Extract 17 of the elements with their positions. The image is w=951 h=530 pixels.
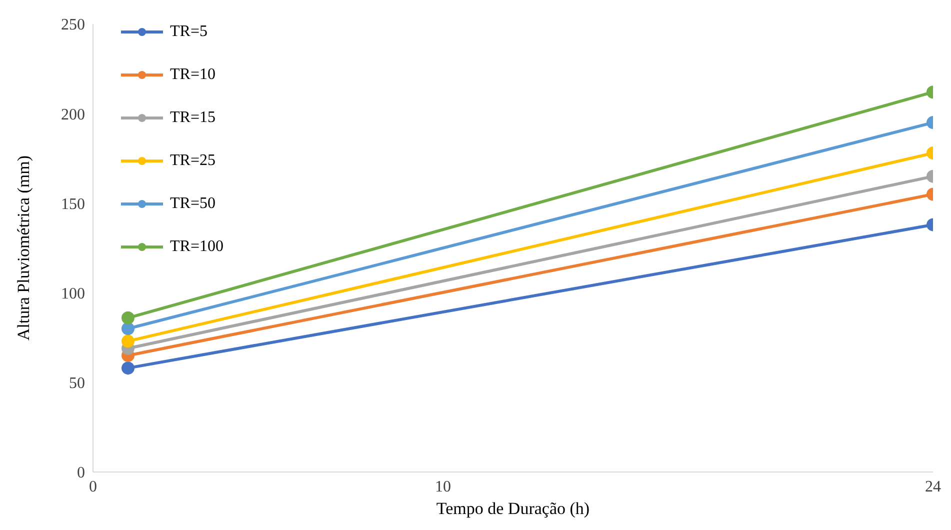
legend-label: TR=15 xyxy=(170,108,216,126)
x-tick-label: 10 xyxy=(435,478,451,496)
y-tick-label: 100 xyxy=(61,285,85,302)
legend-label: TR=100 xyxy=(170,238,224,256)
y-tick-label: 250 xyxy=(61,16,85,34)
legend-label: TR=10 xyxy=(170,66,216,84)
y-axis-title: Altura Pluviométrica (mm) xyxy=(14,155,34,341)
legend-label: TR=25 xyxy=(170,152,216,170)
legend-label: TR=50 xyxy=(170,194,216,212)
x-tick-label: 0 xyxy=(89,478,97,496)
x-tick-label: 24 xyxy=(925,478,941,496)
legend-label: TR=5 xyxy=(170,22,208,40)
y-tick-label: 200 xyxy=(61,106,85,124)
y-tick-label: 0 xyxy=(77,464,85,482)
y-tick-label: 150 xyxy=(61,196,85,213)
x-axis-title: Tempo de Duração (h) xyxy=(436,499,590,518)
y-tick-label: 50 xyxy=(69,375,85,392)
